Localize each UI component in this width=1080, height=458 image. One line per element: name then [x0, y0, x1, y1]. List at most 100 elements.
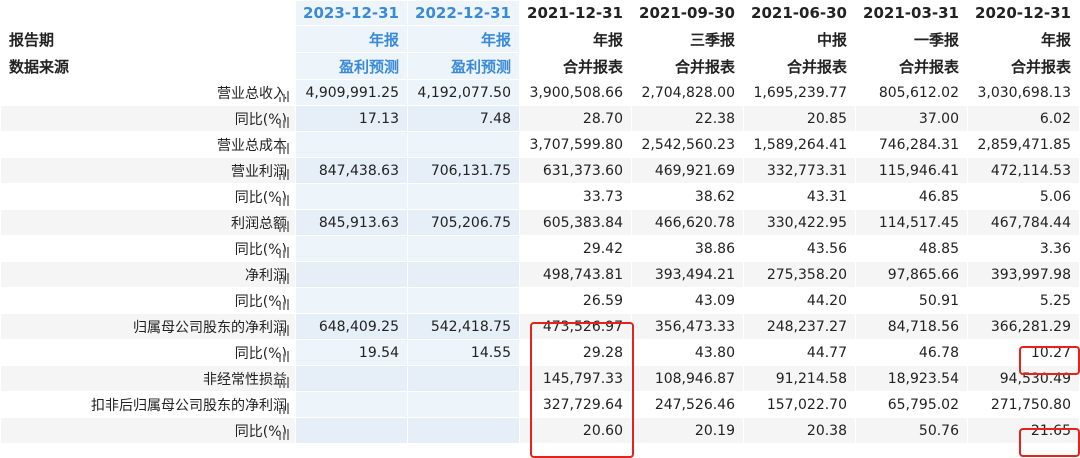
- bar-chart-icon[interactable]: [277, 398, 289, 414]
- column-type: 年报: [520, 26, 632, 53]
- table-cell: 5.25: [968, 288, 1080, 314]
- row-label: 同比(%): [1, 184, 296, 210]
- table-cell: 19.54: [296, 340, 408, 366]
- table-cell: [296, 184, 408, 210]
- table-cell: 7.48: [408, 106, 520, 132]
- table-cell: 115,946.41: [856, 158, 968, 184]
- table-cell: 332,773.31: [744, 158, 856, 184]
- table-cell: 705,206.75: [408, 210, 520, 236]
- row-label: 同比(%): [1, 418, 296, 444]
- table-row: 同比(%) 26.59 43.09 44.20 50.91 5.25: [1, 288, 1080, 314]
- table-cell: 43.31: [744, 184, 856, 210]
- bar-chart-icon[interactable]: [277, 268, 289, 284]
- bar-chart-icon[interactable]: [277, 112, 289, 128]
- table-cell: [408, 288, 520, 314]
- column-source: 盈利预测: [296, 53, 408, 80]
- bar-chart-icon[interactable]: [277, 424, 289, 440]
- table-cell: 3,900,508.66: [520, 80, 632, 106]
- table-cell: 4,909,991.25: [296, 80, 408, 106]
- table-cell: 473,526.97: [520, 314, 632, 340]
- bar-chart-icon[interactable]: [277, 216, 289, 232]
- column-date[interactable]: 2021-06-30: [744, 1, 856, 26]
- table-cell: 330,422.95: [744, 210, 856, 236]
- table-cell: 38.86: [632, 236, 744, 262]
- table-row: 同比(%) 17.13 7.48 28.70 22.38 20.85 37.00 6.02: [1, 106, 1080, 132]
- row-label: 同比(%): [1, 340, 296, 366]
- column-date[interactable]: 2023-12-31: [296, 1, 408, 26]
- table-cell: 467,784.44: [968, 210, 1080, 236]
- bar-chart-icon[interactable]: [277, 138, 289, 154]
- column-source: 盈利预测: [408, 53, 520, 80]
- column-date[interactable]: 2021-03-31: [856, 1, 968, 26]
- table-row: 归属母公司股东的净利润 648,409.25 542,418.75 473,526.9…: [1, 314, 1080, 340]
- table-cell: [296, 418, 408, 444]
- table-row: 利润总额 845,913.63 705,206.75 605,383.84 466,62…: [1, 210, 1080, 236]
- column-date[interactable]: 2021-12-31: [520, 1, 632, 26]
- table-cell: 542,418.75: [408, 314, 520, 340]
- table-cell: [296, 392, 408, 418]
- column-date[interactable]: 2021-09-30: [632, 1, 744, 26]
- table-cell: 50.91: [856, 288, 968, 314]
- table-cell: 845,913.63: [296, 210, 408, 236]
- row-label: 营业总收入: [1, 80, 296, 106]
- column-type: 年报: [408, 26, 520, 53]
- table-row: 净利润 498,743.81 393,494.21 275,358.20 97,865.…: [1, 262, 1080, 288]
- bar-chart-icon[interactable]: [277, 320, 289, 336]
- header-corner: [1, 1, 296, 26]
- table-cell: 44.20: [744, 288, 856, 314]
- table-cell: 21.65: [968, 418, 1080, 444]
- table-cell: 91,214.58: [744, 366, 856, 392]
- table-cell: 1,695,239.77: [744, 80, 856, 106]
- table-cell: 469,921.69: [632, 158, 744, 184]
- table-cell: 114,517.45: [856, 210, 968, 236]
- bar-chart-icon[interactable]: [277, 372, 289, 388]
- table-row: 同比(%) 29.42 38.86 43.56 48.85 3.36: [1, 236, 1080, 262]
- column-source: 合并报表: [744, 53, 856, 80]
- table-row: 营业利润 847,438.63 706,131.75 631,373.60 469,92…: [1, 158, 1080, 184]
- table-row: 同比(%) 19.54 14.55 29.28 43.80 44.77 46.78 10.27: [1, 340, 1080, 366]
- table-cell: 393,997.98: [968, 262, 1080, 288]
- table-cell: 648,409.25: [296, 314, 408, 340]
- bar-chart-icon[interactable]: [277, 346, 289, 362]
- table-cell: [408, 236, 520, 262]
- column-date[interactable]: 2020-12-31: [968, 1, 1080, 26]
- table-cell: 271,750.80: [968, 392, 1080, 418]
- table-cell: 17.13: [296, 106, 408, 132]
- table-cell: 393,494.21: [632, 262, 744, 288]
- column-type: 三季报: [632, 26, 744, 53]
- table-row: 营业总收入 4,909,991.25 4,192,077.50 3,900,508.6…: [1, 80, 1080, 106]
- bar-chart-icon[interactable]: [277, 242, 289, 258]
- source-label: 数据来源: [1, 53, 296, 80]
- table-cell: 247,526.46: [632, 392, 744, 418]
- table-cell: 5.06: [968, 184, 1080, 210]
- bar-chart-icon[interactable]: [277, 164, 289, 180]
- table-cell: 157,022.70: [744, 392, 856, 418]
- table-row: 非经常性损益 145,797.33 108,946.87 91,214.58 18,92…: [1, 366, 1080, 392]
- table-cell: 4,192,077.50: [408, 80, 520, 106]
- table-cell: 6.02: [968, 106, 1080, 132]
- table-cell: 20.19: [632, 418, 744, 444]
- table-cell: [408, 418, 520, 444]
- bar-chart-icon[interactable]: [277, 294, 289, 310]
- bar-chart-icon[interactable]: [277, 190, 289, 206]
- table-cell: 706,131.75: [408, 158, 520, 184]
- table-cell: 466,620.78: [632, 210, 744, 236]
- row-label: 营业利润: [1, 158, 296, 184]
- table-cell: 746,284.31: [856, 132, 968, 158]
- table-cell: 22.38: [632, 106, 744, 132]
- header-row-period: 报告期 年报 年报 年报 三季报 中报 一季报 年报: [1, 26, 1080, 53]
- bar-chart-icon[interactable]: [277, 86, 289, 102]
- column-type: 年报: [296, 26, 408, 53]
- table-cell: 26.59: [520, 288, 632, 314]
- table-cell: 847,438.63: [296, 158, 408, 184]
- row-label: 归属母公司股东的净利润: [1, 314, 296, 340]
- table-row: 同比(%) 33.73 38.62 43.31 46.85 5.06: [1, 184, 1080, 210]
- table-cell: 43.56: [744, 236, 856, 262]
- row-label: 利润总额: [1, 210, 296, 236]
- table-cell: 3,707,599.80: [520, 132, 632, 158]
- table-cell: 631,373.60: [520, 158, 632, 184]
- table-cell: [408, 392, 520, 418]
- table-cell: 50.76: [856, 418, 968, 444]
- column-date[interactable]: 2022-12-31: [408, 1, 520, 26]
- table-cell: [408, 132, 520, 158]
